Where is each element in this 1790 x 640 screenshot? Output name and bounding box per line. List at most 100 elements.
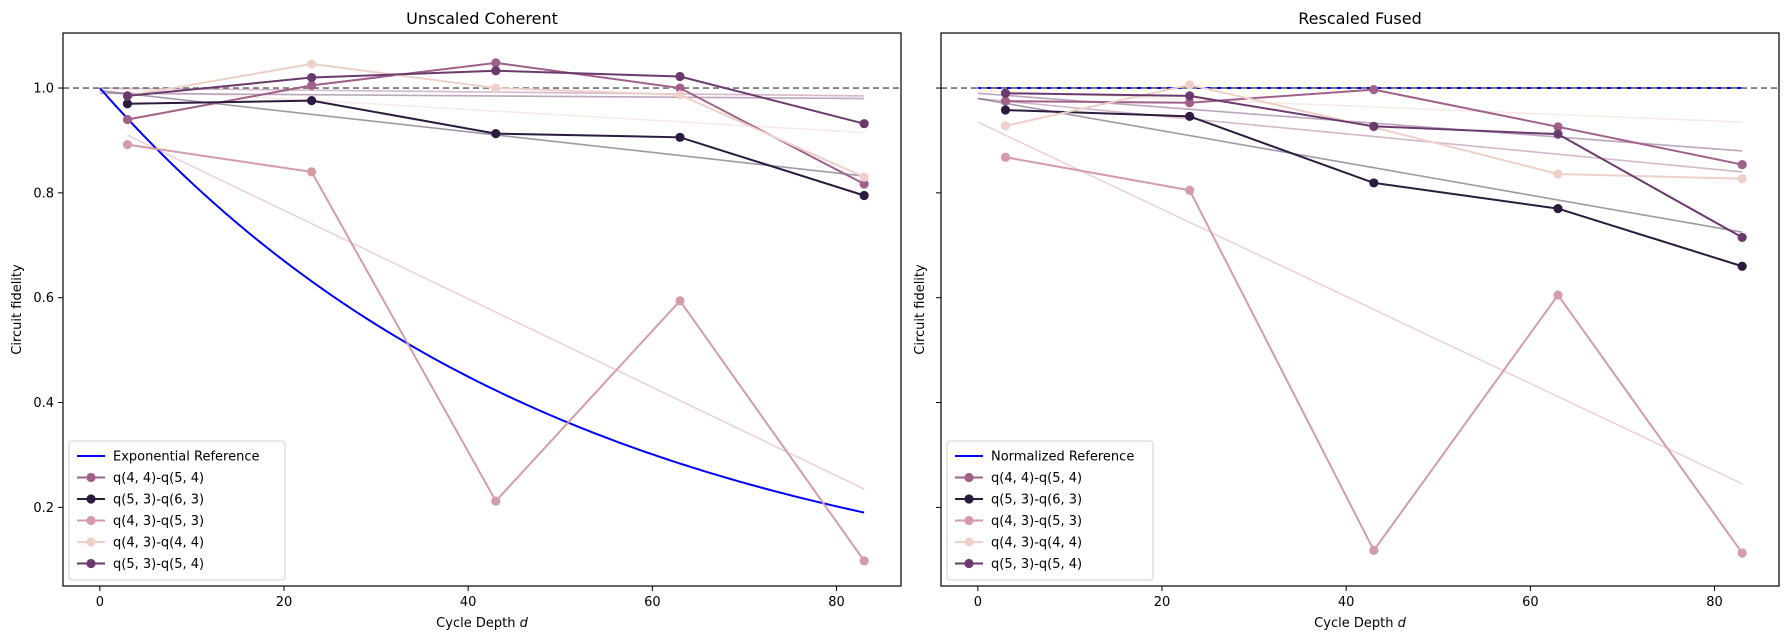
y-tick-label: 0.8 (33, 186, 54, 201)
x-axis-label-main: Cycle Depth (1314, 616, 1397, 631)
legend-swatch-marker (964, 494, 974, 504)
series-3-point-1 (122, 140, 133, 150)
legend-swatch-marker (964, 558, 974, 569)
legend: Exponential Reference q(4, 4)-q(5, 4) q(5,… (68, 440, 286, 581)
series-4-point-2 (307, 59, 317, 69)
y-axis-label: Circuit fidelity (10, 264, 25, 355)
series-2-point-5 (1737, 261, 1747, 271)
series-line-2 (127, 99, 865, 197)
legend-swatch-marker (86, 558, 96, 569)
legend-entry-label: q(5, 3)-q(5, 4) (991, 557, 1082, 572)
x-axis-label-var: d (1398, 616, 1407, 631)
y-axis-label: Circuit fidelity (913, 264, 928, 355)
series-5-point-3 (1369, 121, 1379, 131)
series-3-point-4 (1553, 290, 1563, 300)
fit-line-5 (99, 92, 865, 100)
legend-swatch-marker (964, 515, 974, 526)
series-4-point-2 (1185, 80, 1195, 90)
series-3-point-2 (307, 167, 317, 177)
legend-box (68, 440, 286, 581)
legend-entry-label: q(4, 3)-q(4, 4) (991, 536, 1082, 551)
series-3-point-2 (1185, 185, 1195, 195)
series-4-point-5 (1737, 174, 1747, 184)
series-2-point-4 (675, 132, 685, 142)
series-1-point-4 (675, 83, 685, 93)
series-1-point-1 (122, 114, 133, 125)
x-axis-label: Cycle Depth d (1314, 616, 1406, 631)
series-2-point-3 (1369, 178, 1379, 188)
series-1-point-2 (307, 80, 317, 91)
series-1-point-5 (1737, 159, 1747, 170)
x-axis-label-main: Cycle Depth (436, 616, 519, 631)
legend-swatch-marker (86, 537, 96, 547)
series-5-point-4 (675, 71, 685, 82)
plot-area (941, 80, 1779, 558)
x-axis-label-var: d (520, 616, 529, 631)
x-tick-label: 80 (828, 595, 845, 610)
series-4-point-4 (1553, 169, 1563, 179)
panel-title: Unscaled Coherent (406, 9, 558, 28)
legend-entry-label: q(5, 3)-q(6, 3) (113, 493, 204, 508)
series-5-point-2 (307, 72, 317, 83)
series-line-5 (1005, 92, 1743, 239)
fit-line-2 (99, 89, 865, 177)
series-2-point-2 (307, 96, 317, 106)
series-5-point-4 (1553, 129, 1563, 139)
fit-line-4 (99, 87, 865, 134)
y-tick-label: 0.6 (33, 291, 54, 306)
legend-swatch-marker (86, 494, 96, 504)
series-1-point-5 (859, 179, 869, 189)
legend-swatch-marker (86, 472, 96, 483)
legend-entry-label: Exponential Reference (113, 450, 259, 465)
y-tick-label: 0.4 (33, 396, 54, 411)
series-line-1 (127, 61, 865, 185)
x-tick-label: 0 (96, 595, 104, 610)
series-5-point-1 (1000, 88, 1011, 98)
series-4-point-3 (491, 83, 501, 93)
series-1-point-3 (491, 58, 501, 68)
series-4-point-4 (675, 90, 685, 100)
x-tick-label: 0 (974, 595, 982, 610)
y-tick-label: 0.2 (33, 501, 54, 516)
legend-swatch-marker (964, 537, 974, 547)
legend: Normalized Reference q(4, 4)-q(5, 4) q(5, … (946, 440, 1154, 581)
series-3-point-1 (1000, 152, 1011, 162)
x-tick-label: 60 (644, 595, 661, 610)
legend-entry-label: q(4, 3)-q(4, 4) (113, 536, 204, 551)
y-tick-label: 1.0 (33, 82, 54, 97)
series-1-point-1 (1000, 96, 1011, 106)
x-tick-label: 20 (1154, 595, 1171, 610)
series-1-point-2 (1185, 98, 1195, 108)
panel-2: 0 20 40 60 80 Rescaled Fused Cycle Depth d Circ… (913, 9, 1780, 631)
series-2-point-2 (1185, 111, 1195, 121)
fit-line-2 (977, 97, 1743, 233)
series-2-point-3 (491, 129, 501, 139)
series-3-point-3 (1369, 545, 1379, 555)
series-2-point-1 (122, 99, 133, 109)
series-4-point-1 (1000, 121, 1011, 131)
legend-entry-label: q(5, 3)-q(6, 3) (991, 493, 1082, 508)
panel-title: Rescaled Fused (1298, 9, 1422, 28)
series-5-point-2 (1185, 91, 1195, 101)
plot-area (63, 58, 901, 566)
legend-entry-label: q(4, 3)-q(5, 3) (991, 514, 1082, 529)
series-1-point-3 (1369, 85, 1379, 95)
fit-line-4 (977, 89, 1743, 123)
legend-swatch-marker (964, 472, 974, 483)
panel-1: 0 20 40 60 80 0.2 0.4 0.6 0.8 1.0 Unscaled Coheren… (10, 9, 902, 631)
series-5-point-5 (859, 119, 869, 129)
fit-line-3 (127, 134, 865, 490)
series-3-point-5 (859, 556, 869, 566)
series-5-point-5 (1737, 232, 1747, 243)
legend-entry-label: q(5, 3)-q(5, 4) (113, 557, 204, 572)
fit-line-1 (977, 97, 1743, 173)
series-5-point-3 (491, 66, 501, 76)
x-tick-label: 80 (1706, 595, 1723, 610)
series-1-point-4 (1553, 122, 1563, 132)
fit-line-3 (977, 121, 1743, 485)
reference-line (99, 87, 865, 514)
legend-entry-label: q(4, 4)-q(5, 4) (113, 471, 204, 486)
series-3-point-3 (491, 496, 501, 506)
